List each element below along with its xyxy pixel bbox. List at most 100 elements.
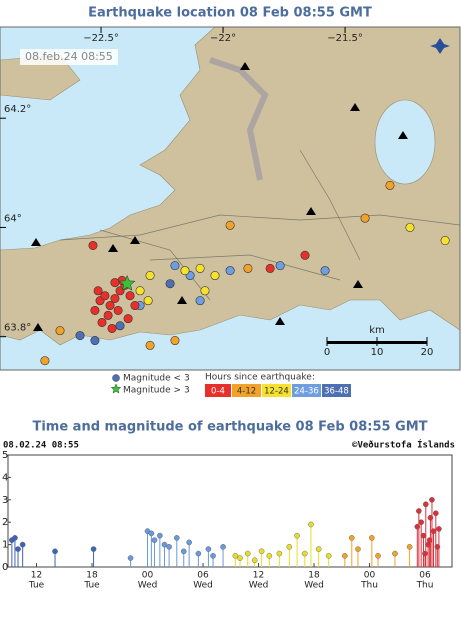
quake-dot: [342, 553, 348, 559]
quake-dot: [369, 535, 375, 541]
quake: [195, 296, 205, 306]
quake: [40, 356, 50, 366]
quake: [100, 291, 110, 301]
quake: [405, 222, 415, 232]
legend-swatch: [232, 384, 261, 397]
legend-large: Magnitude > 3: [123, 386, 190, 396]
quake: [123, 314, 133, 324]
scale-unit: km: [369, 325, 385, 336]
x-tick-label: 18: [86, 571, 98, 581]
x-tick-day: Wed: [138, 581, 158, 591]
quake: [195, 263, 205, 273]
quake-dot: [90, 546, 97, 552]
quake-dot: [266, 553, 273, 559]
map-frame: [0, 26, 461, 371]
x-tick-day: Wed: [304, 581, 324, 591]
quake-dot: [429, 496, 435, 503]
x-tick-label: 06: [197, 571, 209, 581]
quake: [170, 336, 180, 346]
legend-large-symbol: [110, 383, 122, 394]
quake: [88, 240, 98, 250]
quake: [145, 340, 155, 350]
quake-dot: [294, 532, 300, 539]
legend-swatch: [322, 384, 351, 397]
x-tick-label: 00: [364, 571, 376, 581]
quake: [360, 213, 370, 223]
quake-dot: [418, 519, 424, 526]
quake: [107, 323, 117, 333]
legend-label: 36-48: [324, 387, 349, 397]
quake: [130, 301, 140, 311]
quake-dot: [433, 510, 439, 517]
quake-dot: [315, 546, 322, 552]
quake-dot: [422, 501, 429, 508]
y-tick-label: 5: [2, 450, 8, 461]
quake: [180, 266, 190, 276]
quake: [125, 291, 135, 301]
quake: [90, 336, 100, 346]
quake-dot: [161, 541, 168, 548]
lon-tick-label: −22.5°: [83, 33, 119, 44]
x-tick-day: Wed: [193, 581, 213, 591]
timestamp-box: [20, 49, 118, 65]
quake-dot: [157, 532, 163, 539]
legend-small-symbol: [112, 374, 120, 382]
quake-dot: [220, 544, 226, 550]
quake-dot: [308, 521, 314, 528]
quake: [275, 261, 285, 271]
quake-dot: [375, 553, 381, 559]
quake: [103, 310, 113, 320]
quake-dot: [186, 539, 192, 546]
lat-tick-label: 64.2°: [4, 104, 31, 115]
quake-dot: [436, 526, 442, 532]
legend-title: Hours since earthquake:: [205, 373, 315, 383]
quake: [93, 286, 103, 296]
scale-tick-label: 10: [371, 347, 384, 358]
scale-tick-label: 0: [324, 347, 330, 358]
quake-dot: [286, 544, 293, 550]
large-quake: [118, 274, 136, 291]
quake-dot: [276, 550, 283, 557]
y-tick-label: 0: [2, 562, 8, 573]
quake: [300, 250, 310, 260]
quake-dot: [355, 546, 361, 552]
quake: [385, 180, 395, 190]
land: [0, 27, 460, 346]
quake: [440, 236, 450, 246]
roads: [59, 149, 460, 301]
highland: [209, 57, 269, 181]
quake-dot: [12, 535, 18, 541]
legend-swatch: [205, 384, 231, 397]
legend-swatch: [292, 384, 321, 397]
quake-dot: [251, 557, 258, 564]
x-tick-day: Thu: [360, 581, 378, 591]
quake-dot: [151, 537, 158, 543]
lon-tick-label: −21.5°: [327, 33, 363, 44]
legend-label: 24-36: [294, 387, 319, 397]
legend-swatch: [262, 384, 291, 397]
x-tick-label: 12: [253, 571, 264, 581]
quake: [55, 326, 65, 336]
quake: [225, 266, 235, 276]
lake: [374, 99, 436, 185]
x-tick-label: 06: [419, 571, 431, 581]
quake-dot: [422, 550, 428, 557]
quake: [110, 278, 120, 288]
x-tick-day: Thu: [416, 581, 434, 591]
quake-dot: [392, 550, 398, 557]
quake-dot: [406, 544, 413, 550]
legend-label: 12-24: [264, 387, 289, 397]
x-tick-label: 00: [142, 571, 154, 581]
quake: [113, 305, 123, 315]
quake-dot: [15, 546, 21, 552]
quake: [97, 317, 107, 327]
lat-tick-label: 63.8°: [4, 323, 31, 334]
quake: [135, 286, 145, 296]
quake: [320, 266, 330, 276]
quake: [165, 279, 175, 289]
y-tick-label: 4: [2, 472, 8, 483]
quake: [105, 301, 115, 311]
legend-label: 4-12: [237, 387, 256, 397]
chart-frame: [7, 454, 453, 568]
